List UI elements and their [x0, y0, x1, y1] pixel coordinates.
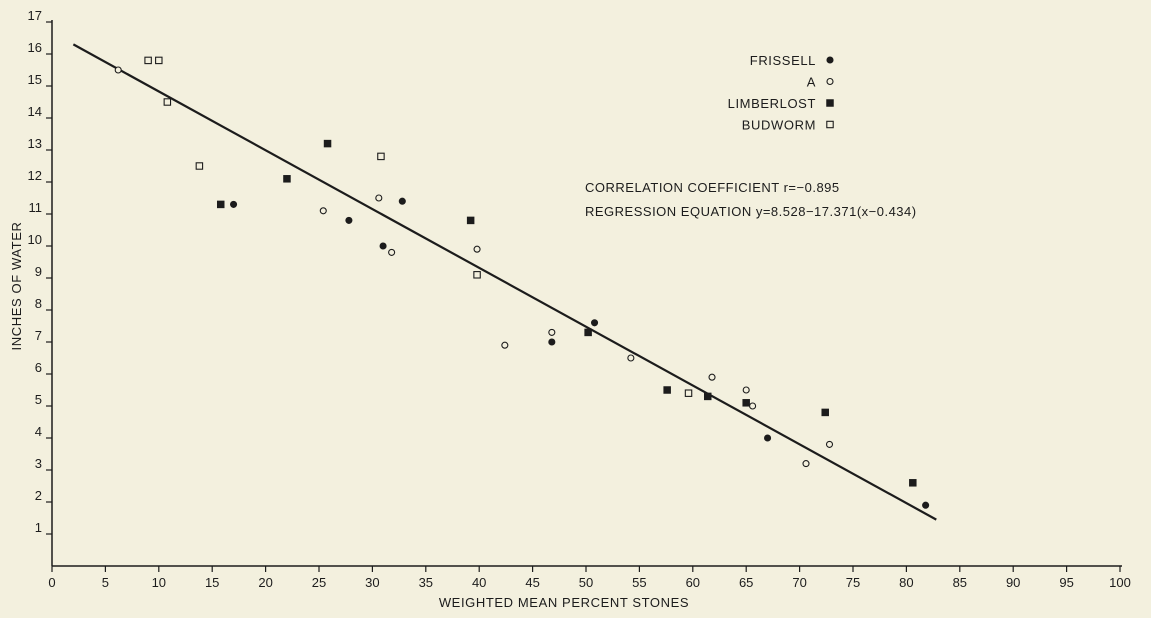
y-tick-label: 4	[35, 424, 42, 439]
y-tick-label: 11	[29, 200, 43, 215]
point-budworm	[163, 98, 172, 106]
x-tick-label: 55	[632, 575, 646, 590]
x-tick-label: 60	[686, 575, 700, 590]
x-tick-label: 65	[739, 575, 753, 590]
point-frissell	[764, 434, 772, 442]
point-a	[627, 354, 635, 362]
correlation-annotation: CORRELATION COEFFICIENT r=−0.895	[585, 180, 840, 195]
x-tick-label: 10	[152, 575, 166, 590]
x-tick-label: 95	[1059, 575, 1073, 590]
point-limberlost	[704, 392, 712, 401]
point-limberlost	[663, 386, 671, 394]
y-tick-label: 16	[28, 40, 42, 55]
x-tick-label: 50	[579, 575, 593, 590]
point-limberlost	[466, 216, 475, 225]
point-budworm	[377, 152, 385, 161]
y-tick-label: 10	[28, 232, 42, 247]
point-a	[114, 66, 122, 74]
point-limberlost	[216, 200, 225, 209]
legend-marker-a	[826, 77, 834, 86]
point-frissell	[345, 216, 353, 224]
x-tick-label: 25	[312, 575, 326, 590]
x-tick-label: 80	[899, 575, 913, 590]
y-tick-label: 17	[28, 8, 42, 23]
x-tick-label: 40	[472, 575, 486, 590]
legend-label-limberlost: LIMBERLOST	[728, 96, 816, 111]
point-a	[473, 245, 481, 253]
point-frissell	[398, 197, 406, 205]
y-tick-label: 8	[35, 296, 42, 311]
point-a	[501, 341, 509, 349]
point-limberlost	[821, 408, 829, 417]
x-tick-label: 90	[1006, 575, 1020, 590]
point-a	[802, 460, 810, 468]
legend-marker-frissell	[826, 56, 834, 64]
x-tick-label: 70	[792, 575, 806, 590]
point-limberlost	[742, 399, 750, 407]
point-frissell	[590, 319, 599, 327]
y-tick-label: 7	[35, 328, 42, 343]
x-tick-label: 85	[953, 575, 967, 590]
point-limberlost	[584, 328, 592, 337]
y-tick-label: 13	[28, 136, 42, 151]
regression-annotation: REGRESSION EQUATION y=8.528−17.371(x−0.4…	[585, 204, 917, 219]
point-a	[742, 386, 750, 394]
y-tick-label: 3	[35, 456, 42, 471]
point-budworm	[195, 162, 204, 170]
y-tick-label: 1	[35, 520, 42, 535]
point-budworm	[155, 56, 163, 65]
x-tick-label: 15	[205, 575, 219, 590]
y-axis-title: INCHES OF WATER	[9, 222, 24, 351]
x-tick-label: 30	[365, 575, 379, 590]
legend-marker-limberlost	[826, 99, 834, 107]
legend-label-budworm: BUDWORM	[742, 118, 816, 133]
point-a	[548, 328, 556, 336]
legend-label-frissell: FRISSELL	[750, 53, 816, 68]
point-budworm	[684, 389, 693, 397]
point-budworm	[144, 56, 152, 65]
x-tick-label: 100	[1109, 575, 1131, 590]
point-frissell	[548, 338, 556, 346]
x-tick-label: 20	[258, 575, 272, 590]
x-tick-label: 45	[525, 575, 539, 590]
x-tick-label: 0	[48, 575, 55, 590]
regression-line-group	[72, 43, 937, 521]
y-tick-label: 6	[35, 360, 42, 375]
point-a	[388, 248, 396, 256]
point-budworm	[473, 271, 481, 279]
point-frissell	[922, 501, 930, 509]
x-tick-label: 75	[846, 575, 860, 590]
annotations: CORRELATION COEFFICIENT r=−0.895 REGRESS…	[585, 180, 917, 219]
x-tick-label: 35	[419, 575, 433, 590]
y-tick-label: 5	[35, 392, 42, 407]
point-a	[319, 207, 327, 215]
regression-line	[72, 43, 937, 521]
x-axis-title: WEIGHTED MEAN PERCENT STONES	[439, 595, 689, 610]
legend-label-a: A	[807, 75, 816, 90]
x-tick-label: 5	[102, 575, 109, 590]
point-a	[825, 440, 834, 448]
y-tick-label: 14	[28, 104, 42, 119]
point-a	[375, 194, 383, 202]
data-points	[114, 56, 930, 509]
point-frissell	[379, 242, 387, 250]
axis-ticks: 0 5 10 15 20 25 30 35 40 45 50 55 60 65 70 75 80 85 90 95 10…	[28, 8, 1131, 590]
legend: FRISSELL A LIMBERLOST BUDWORM	[728, 53, 834, 133]
y-tick-label: 9	[35, 264, 42, 279]
point-limberlost	[323, 139, 332, 148]
point-limberlost	[283, 175, 291, 183]
legend-marker-budworm	[826, 120, 834, 129]
y-tick-label: 15	[28, 72, 42, 87]
point-limberlost	[909, 479, 917, 487]
point-a	[708, 373, 716, 381]
y-tick-label: 2	[35, 488, 42, 503]
point-a	[749, 402, 757, 410]
y-tick-label: 12	[28, 168, 42, 183]
axes	[51, 20, 1122, 567]
point-frissell	[230, 200, 238, 208]
